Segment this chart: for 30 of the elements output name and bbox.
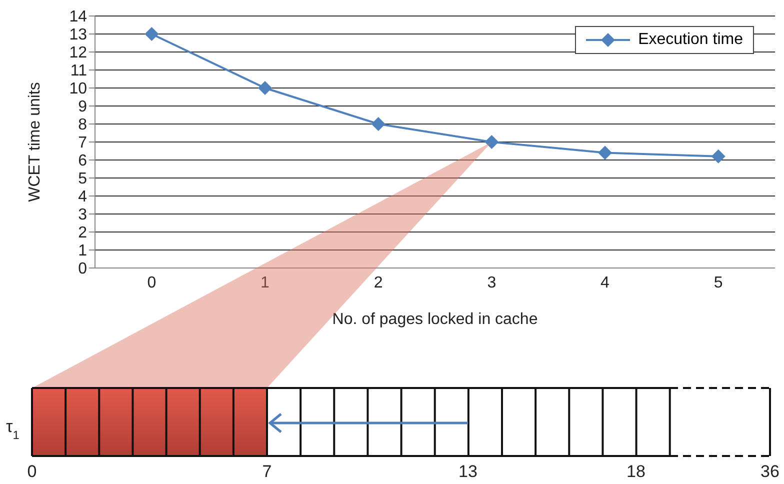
y-tick-label: 8	[78, 116, 88, 134]
text: τ$_{1}$	[6, 417, 20, 442]
y-tick-label: 9	[78, 98, 88, 116]
text: 7	[262, 462, 272, 481]
x-tick-label: 3	[487, 274, 496, 292]
y-tick-label: 12	[69, 44, 88, 62]
y-tick-label: 14	[69, 8, 88, 26]
y-tick-label: 4	[78, 188, 88, 206]
text: 0	[27, 462, 37, 481]
y-tick-label: 11	[70, 62, 88, 80]
text: 36	[760, 462, 780, 481]
text: 18	[626, 462, 646, 481]
x-tick-label: 4	[600, 274, 610, 292]
x-tick-label: 1	[260, 274, 270, 292]
y-tick-label: 0	[78, 260, 88, 278]
x-tick-label: 0	[147, 274, 156, 292]
y-tick-label: 1	[78, 242, 88, 260]
y-tick-label: 13	[69, 26, 88, 44]
y-tick-label: 6	[78, 152, 88, 170]
y-axis-title: WCET time units	[26, 82, 44, 202]
y-tick-label: 2	[78, 224, 88, 242]
legend-label: Execution time	[638, 31, 743, 49]
y-tick-label: 10	[69, 80, 88, 98]
x-tick-label: 5	[714, 274, 723, 292]
y-tick-label: 3	[78, 206, 88, 224]
x-axis-title: No. of pages locked in cache	[332, 311, 538, 328]
y-tick-label: 5	[78, 170, 88, 188]
text: 13	[458, 462, 478, 481]
x-tick-label: 2	[374, 274, 383, 292]
y-tick-label: 7	[78, 134, 88, 152]
